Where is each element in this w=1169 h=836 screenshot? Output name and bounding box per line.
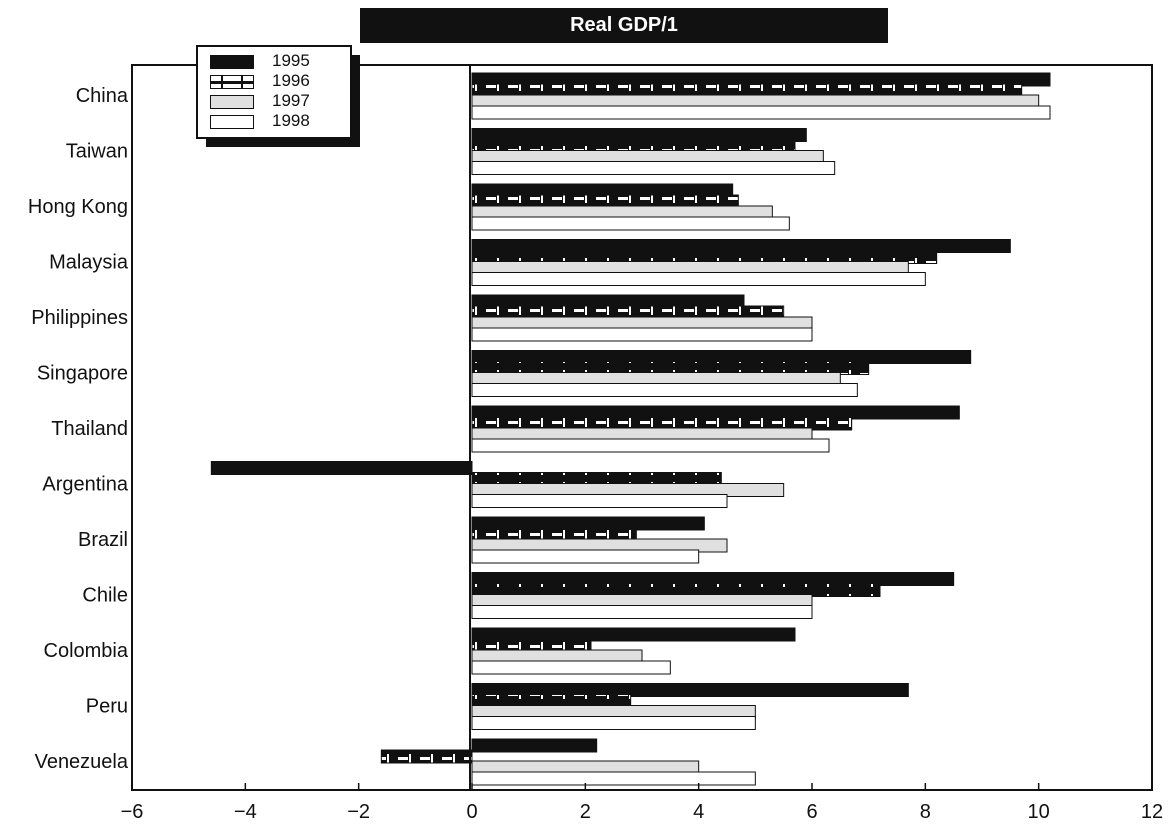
category-label: Peru bbox=[86, 696, 128, 718]
x-tick-label: 4 bbox=[693, 801, 704, 823]
category-label: Singapore bbox=[37, 363, 128, 385]
category-label: Colombia bbox=[44, 640, 129, 662]
bar-1995 bbox=[471, 738, 598, 753]
category-label: Brazil bbox=[78, 529, 128, 551]
legend-swatch-1995 bbox=[210, 55, 254, 69]
bar-1998 bbox=[471, 494, 728, 508]
bar-1998 bbox=[471, 216, 790, 231]
bar-1998 bbox=[471, 383, 858, 397]
bar-1998 bbox=[471, 716, 756, 730]
bar-1998 bbox=[471, 327, 813, 342]
legend-item-1995: 1995 bbox=[210, 51, 340, 73]
bar-1998 bbox=[471, 549, 700, 564]
x-tick-label: 10 bbox=[1028, 801, 1050, 823]
x-tick-label: −6 bbox=[121, 801, 144, 823]
x-tick-label: 6 bbox=[806, 801, 817, 823]
category-label: Thailand bbox=[51, 418, 128, 440]
category-label: China bbox=[76, 85, 129, 107]
legend-item-1996: 1996 bbox=[210, 71, 340, 93]
category-label: Chile bbox=[82, 585, 128, 607]
category-label: Taiwan bbox=[66, 141, 128, 163]
bar-1998 bbox=[471, 161, 836, 175]
x-tick-label: 0 bbox=[466, 801, 477, 823]
x-tick-label: 2 bbox=[580, 801, 591, 823]
bar-1995 bbox=[471, 627, 796, 642]
legend-swatch-1996 bbox=[210, 75, 254, 89]
x-tick-label: 8 bbox=[920, 801, 931, 823]
chart-title: Real GDP/1 bbox=[360, 8, 888, 43]
bar-1998 bbox=[471, 605, 813, 619]
legend-item-1998: 1998 bbox=[210, 111, 340, 133]
category-label: Philippines bbox=[31, 307, 128, 329]
legend-label: 1995 bbox=[272, 51, 310, 70]
x-tick-label: 12 bbox=[1141, 801, 1163, 823]
bar-1998 bbox=[471, 771, 756, 786]
plot-frame bbox=[131, 64, 1153, 791]
bar-1998 bbox=[471, 272, 926, 286]
category-label: Argentina bbox=[42, 474, 128, 496]
bar-1996 bbox=[380, 749, 473, 764]
legend-label: 1996 bbox=[272, 71, 310, 90]
bar-1995 bbox=[210, 461, 473, 475]
legend-swatch-1998 bbox=[210, 115, 254, 129]
legend: 1995 1996 1997 1998 bbox=[196, 45, 352, 139]
category-label: Malaysia bbox=[49, 252, 129, 274]
legend-label: 1998 bbox=[272, 111, 310, 130]
legend-label: 1997 bbox=[272, 91, 310, 110]
x-tick-label: −2 bbox=[347, 801, 370, 823]
legend-item-1997: 1997 bbox=[210, 91, 340, 113]
bar-1998 bbox=[471, 105, 1051, 120]
bar-1998 bbox=[471, 660, 671, 675]
category-label: Venezuela bbox=[35, 751, 129, 773]
legend-swatch-1997 bbox=[210, 95, 254, 109]
category-label: Hong Kong bbox=[28, 196, 128, 218]
x-tick-label: −4 bbox=[234, 801, 257, 823]
bar-1998 bbox=[471, 438, 830, 453]
bar-1995 bbox=[471, 683, 909, 697]
